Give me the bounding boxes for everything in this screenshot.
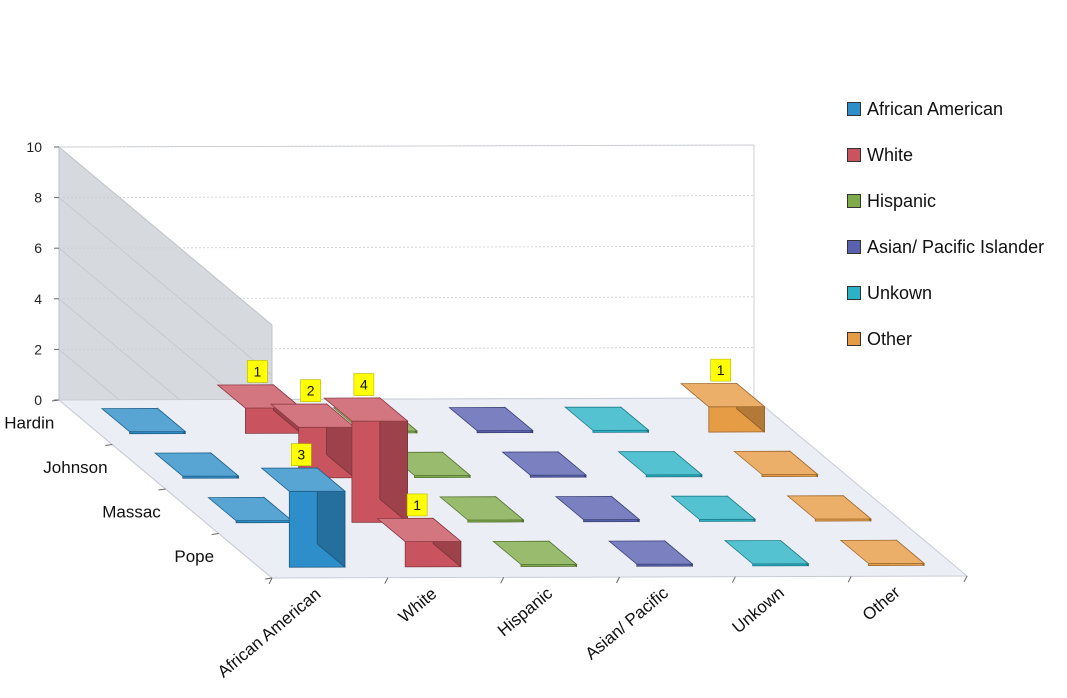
- bar-other-pope: [839, 539, 926, 567]
- x-category-label: Asian/ Pacific: [582, 583, 673, 663]
- data-label-text: 3: [297, 447, 305, 463]
- y-tick-label: 2: [34, 341, 42, 357]
- bar-african-american-johnson: [154, 452, 240, 479]
- data-label-text: 2: [307, 383, 315, 399]
- depth-category-label: Massac: [102, 502, 161, 521]
- bar-hispanic-pope: [492, 540, 578, 568]
- x-category-label: Other: [859, 582, 904, 624]
- bar-other-massac: [786, 494, 872, 522]
- x-tick-mark: [268, 577, 273, 585]
- legend-label: Unkown: [867, 282, 933, 303]
- x-tick-mark: [963, 575, 968, 583]
- x-tick-mark: [384, 577, 389, 584]
- bar-asian-pacific-islander-johnson: [501, 451, 587, 478]
- data-label-text: 1: [717, 362, 725, 378]
- bar-white-pope: [376, 517, 462, 568]
- bars: [100, 382, 926, 568]
- legend-swatch: [847, 286, 861, 300]
- y-tick-label: 10: [26, 139, 42, 155]
- data-label: 3: [290, 443, 312, 466]
- x-tick-mark: [731, 576, 736, 583]
- data-label: 1: [710, 358, 732, 382]
- data-label-text: 1: [413, 497, 421, 513]
- y-tick-label: 6: [34, 240, 42, 256]
- z-tick-mark: [264, 577, 273, 580]
- data-labels: 1 1 2 4 3 1: [247, 358, 732, 517]
- bar-african-american-hardin: [100, 407, 187, 435]
- y-tick-label: 4: [34, 291, 42, 307]
- depth-category-label: Johnson: [43, 458, 107, 477]
- bar-hispanic-massac: [439, 495, 525, 523]
- z-tick-mark: [211, 533, 219, 535]
- y-axis-ticks: 0 2 4 6 8 10: [26, 139, 59, 408]
- bar-other-johnson: [733, 450, 819, 478]
- depth-category-label: Hardin: [4, 413, 54, 432]
- data-label-text: 4: [360, 377, 368, 393]
- data-label-text: 1: [253, 363, 261, 379]
- legend-label: African American: [867, 98, 1004, 119]
- x-tick-mark: [847, 576, 852, 583]
- x-axis-categories: African American White Hispanic Asian/ Paci…: [214, 582, 904, 681]
- bar-asian-pacific-islander-massac: [554, 495, 641, 523]
- x-tick-mark: [500, 577, 505, 584]
- bar-white-johnson: [269, 403, 356, 479]
- depth-category-label: Pope: [174, 547, 214, 566]
- data-label: 1: [406, 493, 428, 517]
- legend-item-white: White: [847, 132, 1062, 178]
- legend-label: Asian/ Pacific Islander: [867, 236, 1045, 257]
- z-tick-mark: [158, 488, 166, 491]
- legend-item-other: Other: [847, 316, 1062, 362]
- x-category-label: African American: [214, 584, 325, 681]
- bar-african-american-massac: [207, 496, 293, 524]
- x-category-label: White: [395, 584, 441, 626]
- chart-floor: [51, 397, 969, 585]
- legend-swatch: [847, 240, 861, 254]
- bar-asian-pacific-islander-hardin: [448, 406, 534, 434]
- gridline-side: [58, 146, 273, 326]
- legend-swatch: [847, 102, 861, 116]
- data-label: 2: [300, 379, 321, 402]
- legend-item-unkown: Unkown: [847, 270, 1062, 316]
- depth-axis-categories: Hardin Johnson Massac Pope: [4, 413, 214, 566]
- bar-white-massac: [323, 397, 409, 524]
- legend-swatch: [847, 148, 861, 162]
- legend-item-african-american: African American: [847, 86, 1062, 132]
- bar-unkown-massac: [670, 495, 757, 523]
- data-label: 4: [353, 373, 375, 396]
- z-tick-mark: [105, 444, 113, 446]
- bar-unkown-pope: [723, 539, 810, 567]
- bar-unkown-hardin: [564, 406, 650, 434]
- x-category-label: Unkown: [729, 583, 788, 637]
- legend-label: Hispanic: [867, 190, 937, 211]
- legend-swatch: [847, 332, 861, 346]
- x-category-label: Hispanic: [494, 583, 557, 640]
- legend-swatch: [847, 194, 861, 208]
- legend-label: White: [867, 144, 914, 165]
- x-tick-mark: [616, 576, 620, 584]
- legend-item-asian-pacific-islander: Asian/ Pacific Islander: [847, 224, 1062, 270]
- bar-asian-pacific-islander-pope: [608, 540, 694, 567]
- bar-african-american-pope: [260, 467, 346, 568]
- legend-label: Other: [867, 328, 913, 349]
- y-tick-label: 8: [34, 190, 42, 206]
- legend-item-hispanic: Hispanic: [847, 178, 1062, 224]
- bar-other-hardin: [680, 382, 766, 433]
- legend: African American White Hispanic Asian/ Paci…: [847, 86, 1062, 362]
- bar-unkown-johnson: [617, 450, 703, 478]
- gridline-side: [58, 197, 273, 376]
- y-tick-label: 0: [34, 392, 42, 408]
- data-label: 1: [247, 360, 268, 383]
